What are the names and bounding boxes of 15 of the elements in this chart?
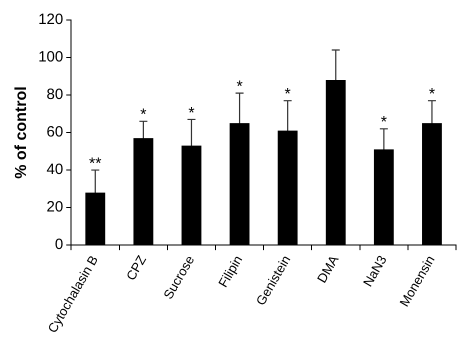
annotation: *	[188, 104, 195, 122]
y-axis-title: % of control	[13, 86, 30, 179]
annotation: *	[380, 114, 387, 132]
y-tick-label: 0	[54, 236, 64, 254]
annotation: **	[89, 155, 102, 172]
y-tick-label: 100	[38, 48, 64, 66]
y-tick-label: 120	[38, 11, 64, 28]
y-tick-label: 40	[46, 161, 64, 178]
y-tick-label: 80	[46, 86, 64, 104]
y-tick-label: 60	[46, 124, 64, 141]
annotation: *	[236, 78, 243, 96]
annotation: *	[428, 86, 436, 104]
annotation: *	[284, 86, 291, 104]
annotation: *	[140, 106, 146, 124]
y-tick-label: 20	[46, 198, 64, 216]
